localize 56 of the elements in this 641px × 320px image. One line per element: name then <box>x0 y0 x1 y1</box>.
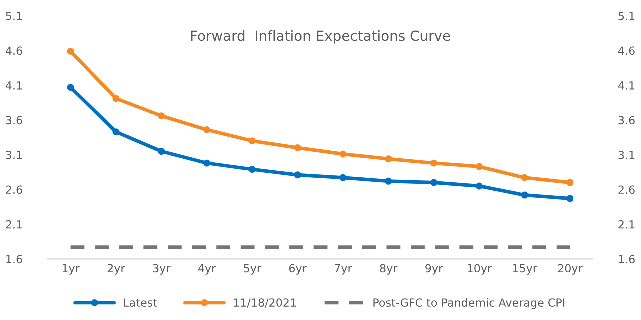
point <box>340 174 347 182</box>
y-tick-label: 4.1 <box>6 82 22 90</box>
y2-tick-label: 3.1 <box>618 150 635 160</box>
x-tick-label: 15yr <box>513 264 538 275</box>
point <box>158 148 166 155</box>
point <box>430 160 438 167</box>
y-tick-label: 5.1 <box>6 12 22 20</box>
point <box>476 163 483 170</box>
point <box>112 95 120 102</box>
y2-tick-label: 2.6 <box>618 186 635 194</box>
point <box>566 195 574 202</box>
y-tick-label: 2.1 <box>6 220 22 229</box>
x-tick-label: 6yr <box>289 264 307 275</box>
y2-tick-label: 2.1 <box>618 220 635 229</box>
x-tick-label: 9yr <box>426 264 444 275</box>
point <box>158 112 166 120</box>
point <box>67 84 74 92</box>
point <box>294 144 302 152</box>
y2-tick-label: 1.6 <box>619 255 635 264</box>
point <box>204 160 210 167</box>
x-tick-label: 7yr <box>335 264 352 275</box>
x-tick-label: 2yr <box>108 264 126 275</box>
point <box>521 192 528 199</box>
y2-tick-label: 3.6 <box>618 116 635 125</box>
point <box>385 178 392 185</box>
point <box>112 128 120 136</box>
point <box>521 174 528 182</box>
y-tick-label: 3.1 <box>6 150 22 160</box>
x-tick-label: 20yr <box>558 264 583 275</box>
y2-tick-label: 4.6 <box>618 46 635 56</box>
y-tick-label: 1.6 <box>6 255 22 264</box>
text: Forward Inflation Expectations Curve <box>191 30 450 44</box>
x-tick-label: 3yr <box>153 264 171 275</box>
point <box>476 182 483 190</box>
x-tick-label: 1yr <box>62 264 80 275</box>
x-tick-label: 4yr <box>198 264 216 275</box>
point <box>385 156 392 163</box>
point <box>248 138 256 145</box>
point <box>248 166 256 174</box>
legend-label: Post-GFC to Pandemic Average CPI <box>374 298 565 310</box>
legend-label: 11/18/2021 <box>234 298 296 308</box>
point <box>340 150 347 158</box>
y2-tick-label: 5.1 <box>618 12 635 20</box>
x-tick-label: 10yr <box>468 264 492 275</box>
y-tick-label: 2.6 <box>6 186 22 194</box>
x-tick-label: 8yr <box>380 264 398 275</box>
y-tick-label: 4.6 <box>6 46 22 56</box>
legend-label: Latest <box>124 298 158 307</box>
y-tick-label: 3.6 <box>6 116 22 125</box>
point <box>566 179 574 186</box>
x-tick-label: 5yr <box>244 264 262 275</box>
point <box>430 179 438 186</box>
point <box>67 48 74 55</box>
point <box>204 126 210 134</box>
point <box>294 172 302 179</box>
y2-tick-label: 4.1 <box>618 82 635 90</box>
